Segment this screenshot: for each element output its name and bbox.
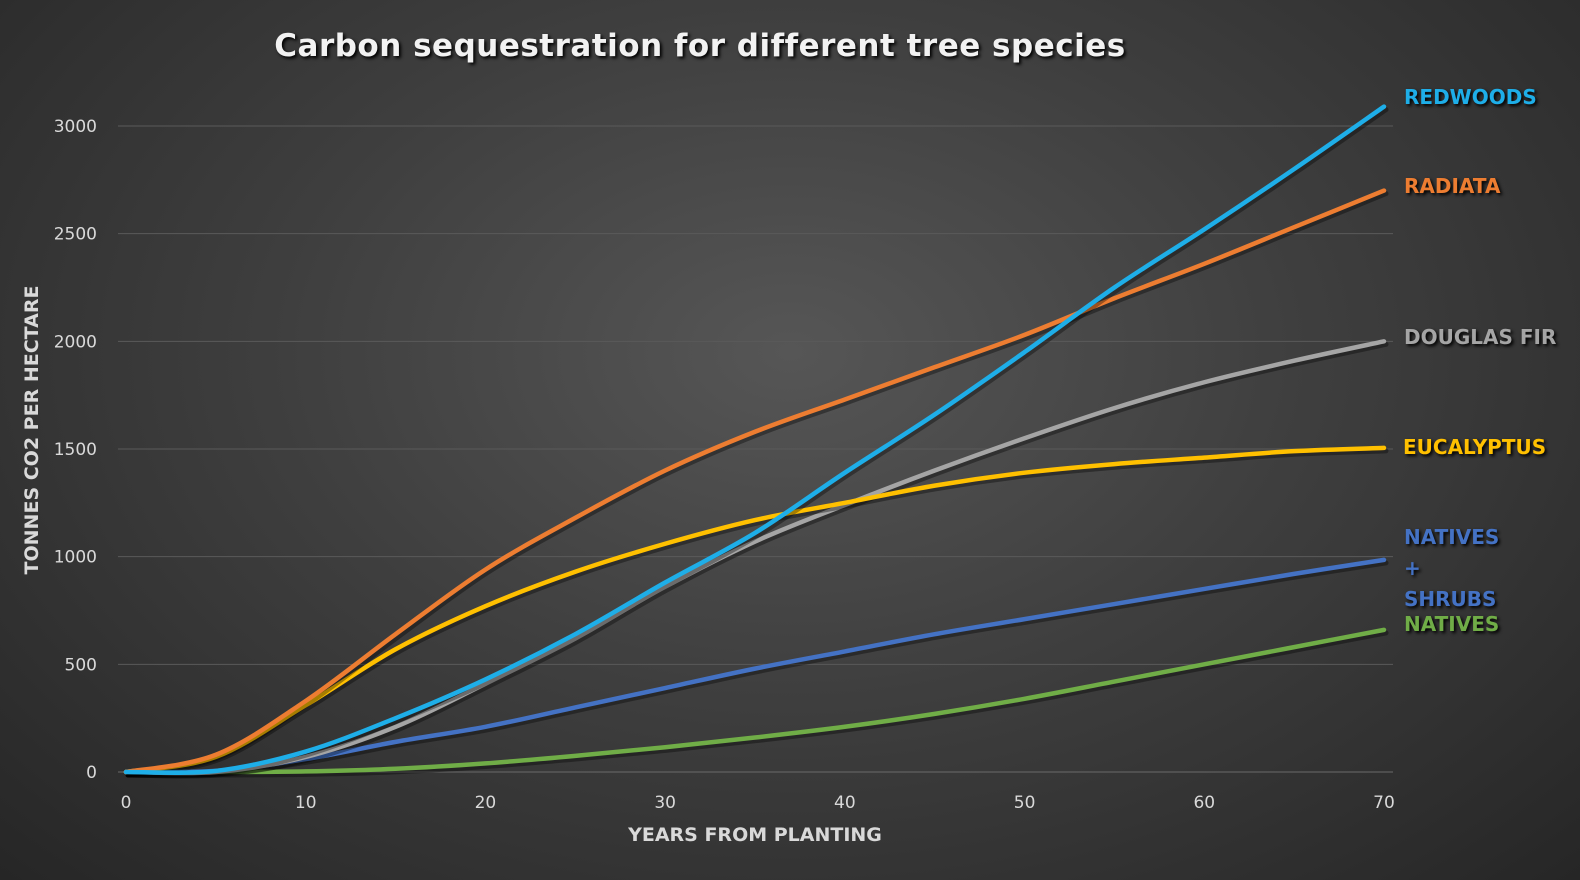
y-tick-label: 500 [65, 655, 97, 675]
x-tick-label: 50 [1014, 793, 1036, 813]
series-line-douglas-fir [123, 339, 1387, 776]
x-tick-label: 40 [834, 793, 856, 813]
series-label-natives-shrubs: NATIVES + SHRUBS [1404, 525, 1500, 611]
series-line-redwoods [123, 104, 1387, 775]
y-tick-label: 3000 [54, 117, 97, 137]
x-tick-label: 60 [1193, 793, 1215, 813]
x-tick-label: 0 [121, 793, 132, 813]
series-shadow-redwoods [125, 107, 1389, 779]
chart-title: Carbon sequestration for different tree … [274, 28, 1126, 64]
series-label-redwoods: REDWOODS [1404, 85, 1537, 109]
y-tick-label: 0 [86, 763, 97, 783]
series-shadow-douglas-fir [125, 341, 1389, 779]
x-tick-label: 10 [295, 793, 317, 813]
y-tick-label: 2000 [54, 332, 97, 352]
series-label-radiata: RADIATA [1404, 174, 1501, 198]
y-tick-label: 1000 [54, 548, 97, 568]
x-axis-label: YEARS FROM PLANTING [628, 824, 882, 846]
x-tick-label: 70 [1373, 793, 1395, 813]
y-tick-label: 1500 [54, 440, 97, 460]
series-shadow-natives-shrubs [125, 560, 1389, 778]
series-label-eucalyptus: EUCALYPTUS [1403, 435, 1547, 459]
series-line-radiata [123, 188, 1387, 775]
series-shadow-radiata [125, 191, 1389, 778]
x-tick-label: 20 [475, 793, 497, 813]
series-line-natives [123, 627, 1387, 775]
series-label-douglas-fir: DOUGLAS FIR [1404, 325, 1557, 349]
y-tick-label: 2500 [54, 225, 97, 245]
series-label-natives: NATIVES [1404, 612, 1500, 636]
series-line-eucalyptus [123, 445, 1387, 775]
series-line-natives-shrubs [123, 557, 1387, 775]
y-axis-label: TONNES CO2 PER HECTARE [21, 285, 43, 575]
x-tick-label: 30 [654, 793, 676, 813]
series-shadow-natives [125, 630, 1389, 778]
series-shadow-eucalyptus [125, 448, 1389, 778]
